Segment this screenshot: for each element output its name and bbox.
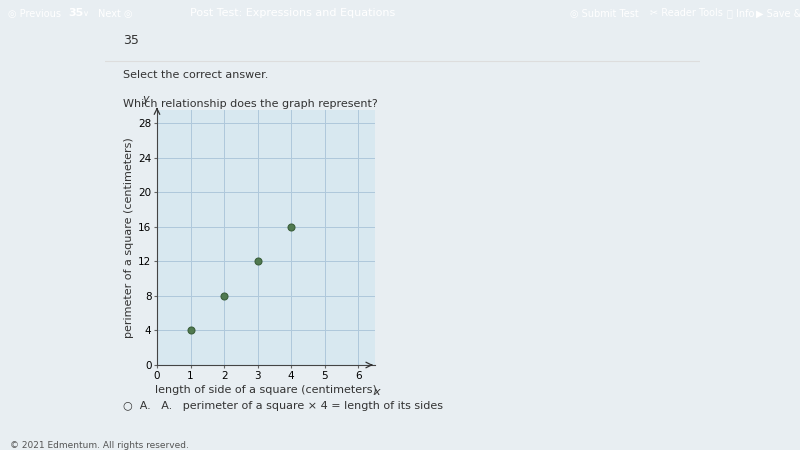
Text: ◎ Previous: ◎ Previous — [8, 9, 61, 18]
Text: 35: 35 — [123, 34, 139, 47]
Text: ◎ Submit Test: ◎ Submit Test — [570, 9, 638, 18]
Text: Next ◎: Next ◎ — [98, 9, 133, 18]
Text: 35: 35 — [68, 9, 83, 18]
Text: ○  A.   A.   perimeter of a square × 4 = length of its sides: ○ A. A. perimeter of a square × 4 = leng… — [123, 401, 443, 411]
Text: Which relationship does the graph represent?: Which relationship does the graph repres… — [123, 99, 378, 109]
Text: y: y — [142, 94, 149, 104]
Text: x: x — [374, 387, 380, 396]
Text: ✂ Reader Tools: ✂ Reader Tools — [650, 9, 723, 18]
Text: Post Test: Expressions and Equations: Post Test: Expressions and Equations — [190, 9, 395, 18]
Text: ∨: ∨ — [83, 9, 89, 18]
Text: Select the correct answer.: Select the correct answer. — [123, 70, 268, 80]
Text: © 2021 Edmentum. All rights reserved.: © 2021 Edmentum. All rights reserved. — [10, 441, 189, 450]
Text: ▶ Save & Exit: ▶ Save & Exit — [756, 9, 800, 18]
Text: ⓘ Info: ⓘ Info — [727, 9, 754, 18]
Y-axis label: perimeter of a square (centimeters): perimeter of a square (centimeters) — [124, 137, 134, 338]
X-axis label: length of side of a square (centimeters): length of side of a square (centimeters) — [155, 385, 377, 395]
